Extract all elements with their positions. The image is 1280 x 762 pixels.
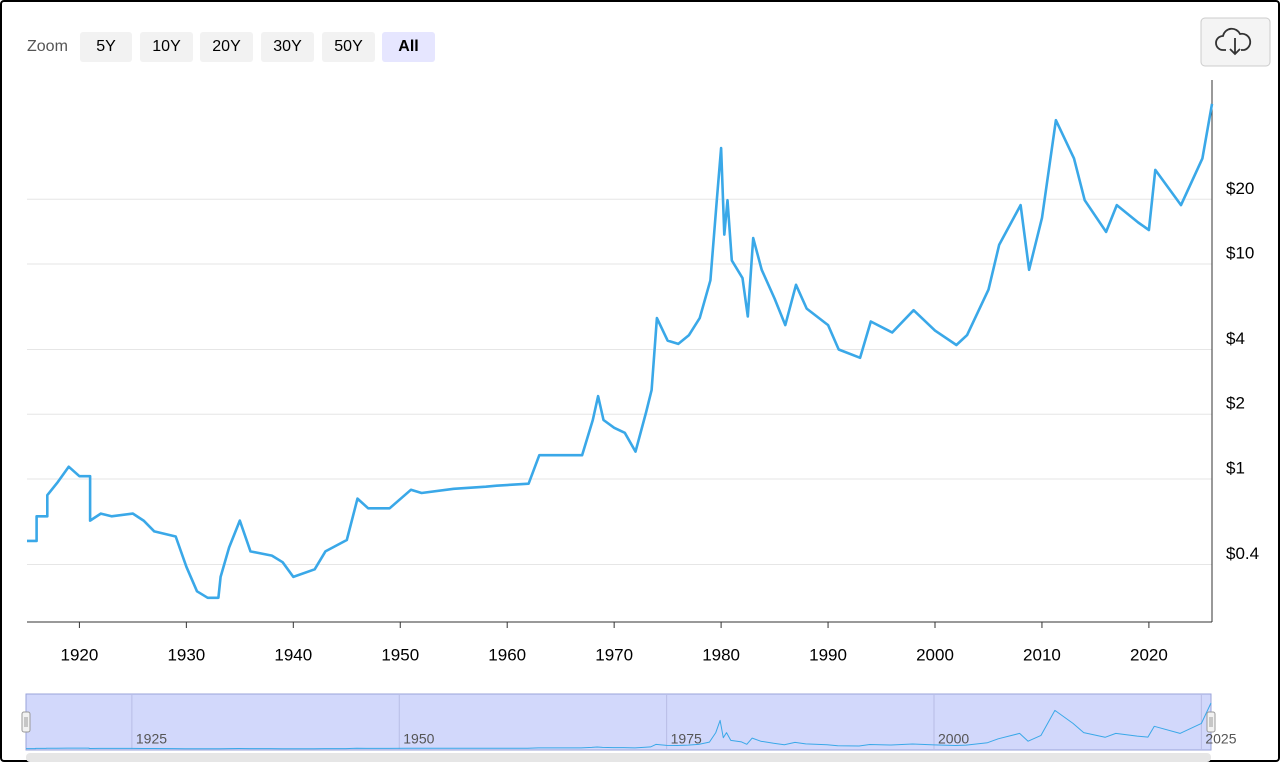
y-tick-label: $2	[1226, 394, 1245, 413]
y-tick-label: $1	[1226, 458, 1245, 477]
x-tick-label: 1930	[167, 645, 205, 664]
navigator-line	[26, 702, 1212, 750]
y-tick-label: $20	[1226, 179, 1254, 198]
x-tick-label: 1950	[381, 645, 419, 664]
zoom-button[interactable]	[140, 32, 193, 62]
zoom-button[interactable]	[261, 32, 314, 62]
x-tick-label: 1970	[595, 645, 633, 664]
y-tick-label: $0.4	[1226, 544, 1259, 563]
zoom-button[interactable]	[322, 32, 375, 62]
y-tick-label: $10	[1226, 243, 1254, 262]
navigator-tick-label: 1975	[671, 731, 702, 747]
navigator-tick-label: 2025	[1205, 731, 1236, 747]
zoom-button-label[interactable]: 5Y	[96, 38, 116, 55]
x-tick-label: 1920	[60, 645, 98, 664]
navigator-range	[25, 693, 1212, 751]
zoom-button[interactable]	[382, 32, 435, 62]
download-arrow	[1229, 38, 1241, 56]
navigator-handle[interactable]	[21, 711, 31, 733]
zoom-button-label[interactable]: All	[398, 38, 418, 55]
x-tick-label: 1980	[702, 645, 740, 664]
zoom-button-label[interactable]: 20Y	[212, 38, 241, 55]
x-tick-label: 1960	[488, 645, 526, 664]
navigator-tick-label: 1950	[403, 731, 434, 747]
zoom-button-label[interactable]: 10Y	[152, 38, 181, 55]
zoom-button[interactable]	[80, 32, 132, 62]
x-tick-label: 2010	[1023, 645, 1061, 664]
navigator-tick-label: 2000	[938, 731, 969, 747]
x-tick-label: 2020	[1130, 645, 1168, 664]
navigator-handle[interactable]	[1206, 711, 1216, 733]
zoom-button-label[interactable]: 30Y	[273, 38, 302, 55]
download-button[interactable]	[1200, 17, 1271, 67]
zoom-button[interactable]	[200, 32, 253, 62]
x-tick-label: 2000	[916, 645, 954, 664]
price-line	[27, 103, 1214, 600]
x-tick-label: 1940	[274, 645, 312, 664]
x-tick-label: 1990	[809, 645, 847, 664]
scrollbar[interactable]	[26, 753, 1211, 762]
zoom-label: Zoom	[27, 38, 68, 55]
y-tick-label: $4	[1226, 329, 1245, 348]
navigator-tick-label: 1925	[136, 731, 167, 747]
zoom-button-label[interactable]: 50Y	[334, 38, 363, 55]
download-icon	[1215, 27, 1252, 51]
